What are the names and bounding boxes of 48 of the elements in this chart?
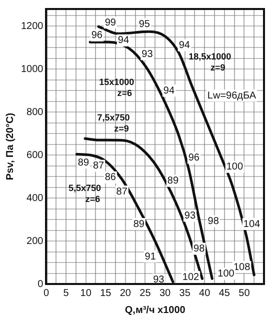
annotation: 96 xyxy=(188,152,200,164)
annotation: 104 xyxy=(243,218,261,230)
y-tick-label: 600 xyxy=(26,150,44,161)
annotation: 94 xyxy=(178,40,190,52)
annotation: 93 xyxy=(142,48,154,60)
annotation: 102 xyxy=(182,272,200,283)
annotation: 95 xyxy=(138,19,150,30)
x-tick-label: 20 xyxy=(120,288,132,299)
annotation: 108 xyxy=(233,262,251,273)
x-tick-label: 50 xyxy=(238,288,250,299)
x-tick-label: 25 xyxy=(140,288,152,299)
y-tick-label: 200 xyxy=(26,236,44,247)
x-tick-label: 35 xyxy=(179,288,191,299)
x-tick-label: 30 xyxy=(159,288,172,299)
annotation: 89 xyxy=(133,218,145,230)
y-tick-label: 400 xyxy=(26,192,44,204)
x-tick-label: 15 xyxy=(100,288,112,299)
x-tick-label: 10 xyxy=(80,288,92,299)
annotation: 89 xyxy=(167,176,179,187)
y-tick-label: 0 xyxy=(38,278,44,290)
annotation: 99 xyxy=(104,17,116,28)
annotation: 94 xyxy=(163,85,175,96)
series-label: 7,5x750 z=9 xyxy=(97,112,130,134)
annotation: 89 xyxy=(78,157,90,168)
y-tick-label: 1000 xyxy=(20,64,44,75)
series-label: 15x1000 z=6 xyxy=(99,76,134,98)
annotation: 94 xyxy=(118,35,130,46)
annotation: 93 xyxy=(153,274,165,286)
annotation: 96 xyxy=(91,30,103,42)
y-tick-label: 1200 xyxy=(20,20,44,32)
annotation: 87 xyxy=(92,160,105,172)
x-tick-label: 5 xyxy=(63,288,70,299)
annotation: 91 xyxy=(144,251,156,262)
annotation: 86 xyxy=(104,172,116,184)
x-tick-label: 45 xyxy=(218,288,230,299)
annotation: 100 xyxy=(226,162,244,173)
annotation: 93 xyxy=(184,210,196,222)
annotation: Lw=96дБА xyxy=(207,90,256,102)
y-tick-label: 800 xyxy=(26,106,44,118)
x-tick-label: 40 xyxy=(199,288,211,299)
y-axis-title: Psv, Па (20°C) xyxy=(4,112,16,180)
annotation: 100 xyxy=(218,268,235,280)
series-label: 18,5x1000 z=9 xyxy=(188,52,232,73)
x-axis-title: Q,м³/ч x1000 xyxy=(124,304,186,316)
text: 5,5x750 z=6 xyxy=(68,182,102,204)
annotation: 98 xyxy=(194,244,206,255)
annotation: 98 xyxy=(208,216,220,228)
annotation: 87 xyxy=(116,186,128,198)
